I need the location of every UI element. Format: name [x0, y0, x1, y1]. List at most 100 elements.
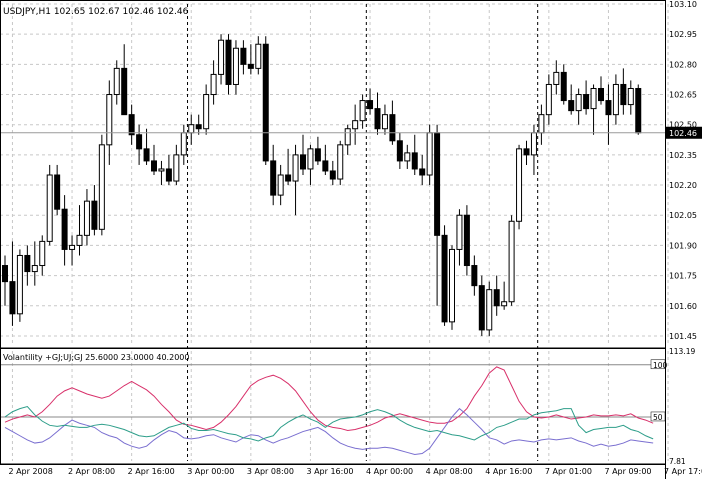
time-tick-label: 2 Apr 16:00 — [128, 467, 175, 476]
candle-body — [389, 114, 396, 142]
time-tick-label: 7 Apr 01:00 — [545, 467, 592, 476]
indicator-tick-label: 50 — [653, 413, 663, 422]
candle — [508, 215, 515, 306]
candle-body — [449, 248, 455, 323]
time-tick-label: 3 Apr 08:00 — [247, 467, 294, 476]
candle-body — [210, 73, 217, 96]
candle — [270, 144, 277, 206]
candle-body — [128, 114, 135, 136]
candle — [374, 92, 381, 135]
candle — [337, 140, 344, 186]
candle — [31, 241, 38, 286]
candle-body — [314, 148, 321, 162]
candle-body — [188, 124, 195, 134]
candle-body — [218, 39, 225, 75]
candle — [9, 241, 16, 326]
candle-body — [538, 114, 545, 134]
candle — [381, 104, 388, 135]
candle — [314, 136, 321, 165]
candle-body — [285, 174, 292, 182]
candle — [486, 281, 493, 336]
candle — [24, 245, 31, 286]
candle — [463, 205, 470, 276]
candle-body — [553, 71, 560, 85]
candle — [590, 84, 597, 135]
candle — [61, 195, 68, 266]
candle — [39, 235, 46, 276]
candle-body — [24, 254, 31, 273]
price-tick-label: 102.50 — [669, 121, 697, 130]
time-tick-label: 2 Apr 2008 — [8, 467, 52, 476]
indicator-level-box — [650, 411, 666, 422]
candle-body — [9, 281, 16, 315]
candle-body — [374, 108, 381, 130]
price-tick-label: 103.10 — [669, 0, 697, 9]
indicator-series-line — [4, 407, 654, 456]
candle — [553, 60, 560, 95]
candle-body — [344, 128, 351, 146]
candlestick-series — [2, 34, 642, 336]
candle — [225, 34, 232, 95]
candle-body — [329, 170, 336, 180]
candle — [493, 275, 500, 316]
candle — [389, 100, 396, 145]
candle-body — [225, 39, 232, 85]
candle — [456, 209, 463, 266]
current-price-label: 102.46 — [669, 129, 697, 138]
candle — [262, 36, 269, 165]
price-tick-label: 102.05 — [669, 211, 697, 220]
candle-body — [419, 168, 426, 176]
candle-body — [307, 148, 314, 170]
candle-body — [2, 265, 8, 283]
candle — [411, 134, 418, 175]
candle — [91, 185, 98, 236]
candle — [300, 134, 306, 175]
candle-body — [434, 132, 441, 236]
candle-body — [590, 87, 597, 110]
candle — [240, 40, 247, 75]
candle-body — [151, 160, 157, 172]
candle — [605, 84, 612, 145]
price-tick-label: 101.75 — [669, 272, 697, 281]
candle — [255, 36, 262, 75]
candle-body — [165, 168, 172, 182]
price-tick-label: 102.65 — [669, 91, 697, 100]
candle-body — [545, 83, 552, 116]
candle — [523, 140, 530, 165]
volatility-indicator — [0, 364, 665, 456]
price-tick-label: 102.35 — [669, 151, 697, 160]
candle — [560, 64, 567, 105]
candle — [501, 281, 508, 310]
candle-body — [337, 144, 344, 180]
candle-body — [583, 94, 590, 110]
candle-body — [240, 47, 247, 65]
candle-body — [91, 200, 98, 230]
indicator-tick-label: 113.19 — [669, 347, 695, 356]
indicator-level-box — [650, 359, 666, 370]
candle-body — [575, 94, 582, 112]
time-tick-label: 2 Apr 08:00 — [68, 467, 115, 476]
candle — [359, 94, 366, 129]
candle — [441, 225, 448, 326]
candle-body — [255, 43, 262, 69]
candle-body — [441, 234, 448, 323]
candle — [344, 124, 351, 155]
candle-body — [203, 94, 210, 130]
candle-body — [277, 174, 284, 196]
candle — [478, 275, 485, 336]
candle-body — [463, 214, 470, 267]
candle-body — [136, 134, 143, 150]
candle — [16, 249, 23, 322]
time-tick-label: 7 Apr 09:00 — [604, 467, 651, 476]
price-tick-label: 102.20 — [669, 181, 697, 190]
candle-body — [16, 254, 23, 315]
candle-body — [523, 148, 530, 156]
candle — [620, 68, 627, 115]
candle-body — [568, 100, 575, 112]
candle — [396, 132, 403, 169]
candle-body — [83, 200, 90, 236]
price-tick-label: 102.80 — [669, 60, 697, 69]
candle-body — [635, 87, 642, 134]
indicator-tick-label: 7.81 — [669, 457, 686, 466]
